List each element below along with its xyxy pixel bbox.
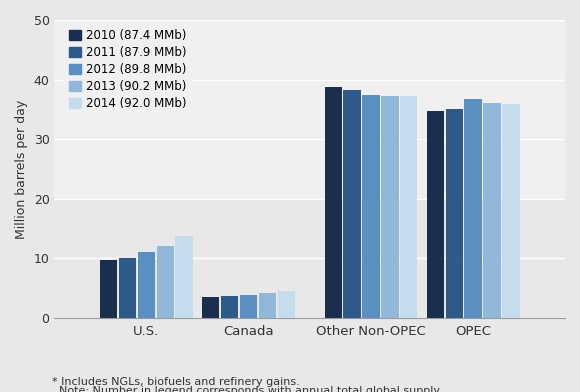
Text: * Includes NGLs, biofuels and refinery gains.: * Includes NGLs, biofuels and refinery g… [52, 377, 300, 387]
Bar [202, 297, 219, 318]
Bar [55, 199, 565, 318]
Bar [119, 258, 136, 318]
Text: Note: Number in legend corresponds with annual total global supply.: Note: Number in legend corresponds with … [52, 386, 442, 392]
Bar [343, 90, 361, 318]
Legend: 2010 (87.4 MMb), 2011 (87.9 MMb), 2012 (89.8 MMb), 2013 (90.2 MMb), 2014 (92.0 M: 2010 (87.4 MMb), 2011 (87.9 MMb), 2012 (… [63, 23, 193, 116]
Bar [427, 111, 444, 318]
Bar [55, 20, 565, 199]
Bar [445, 109, 463, 318]
Y-axis label: Million barrels per day: Million barrels per day [15, 99, 28, 239]
Bar [325, 87, 342, 318]
Bar [240, 295, 257, 318]
Bar [137, 252, 155, 318]
Bar [502, 104, 520, 318]
Bar [100, 260, 117, 318]
Bar [221, 296, 238, 318]
Bar [465, 99, 482, 318]
Bar [381, 96, 398, 318]
Bar [400, 96, 418, 318]
Bar [259, 294, 276, 318]
Bar [362, 95, 380, 318]
Bar [175, 236, 193, 318]
Bar [278, 291, 295, 318]
Bar [483, 103, 501, 318]
Bar [157, 246, 174, 318]
